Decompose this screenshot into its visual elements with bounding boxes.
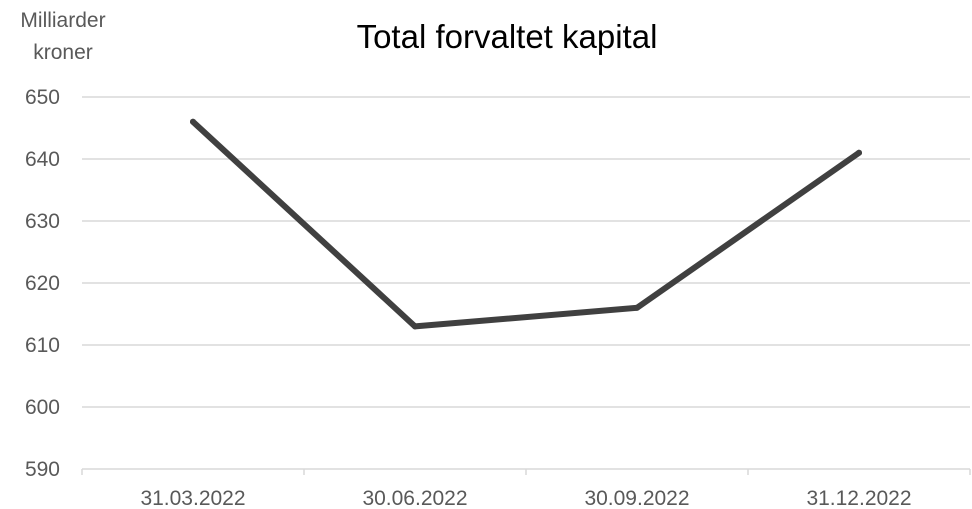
data-point: [634, 304, 640, 311]
y-tick-label: 600: [25, 396, 60, 419]
y-tick-label: 630: [25, 210, 60, 233]
y-tick-label: 640: [25, 148, 60, 171]
data-point: [412, 323, 418, 330]
y-axis-label-line-1: Milliarder: [20, 9, 105, 32]
y-axis-label-line-2: kroner: [33, 41, 93, 64]
chart-title: Total forvaltet kapital: [357, 18, 658, 55]
x-tick-label: 31.12.2022: [806, 487, 911, 509]
data-point: [190, 118, 196, 125]
y-tick-label: 590: [25, 458, 60, 481]
x-tick-label: 30.09.2022: [584, 487, 689, 509]
y-tick-label: 620: [25, 272, 60, 295]
x-tick-label: 30.06.2022: [362, 487, 467, 509]
data-point: [856, 149, 862, 156]
y-tick-label: 610: [25, 334, 60, 357]
y-tick-label: 650: [25, 86, 60, 109]
x-tick-label: 31.03.2022: [140, 487, 245, 509]
series-line: [190, 118, 862, 330]
